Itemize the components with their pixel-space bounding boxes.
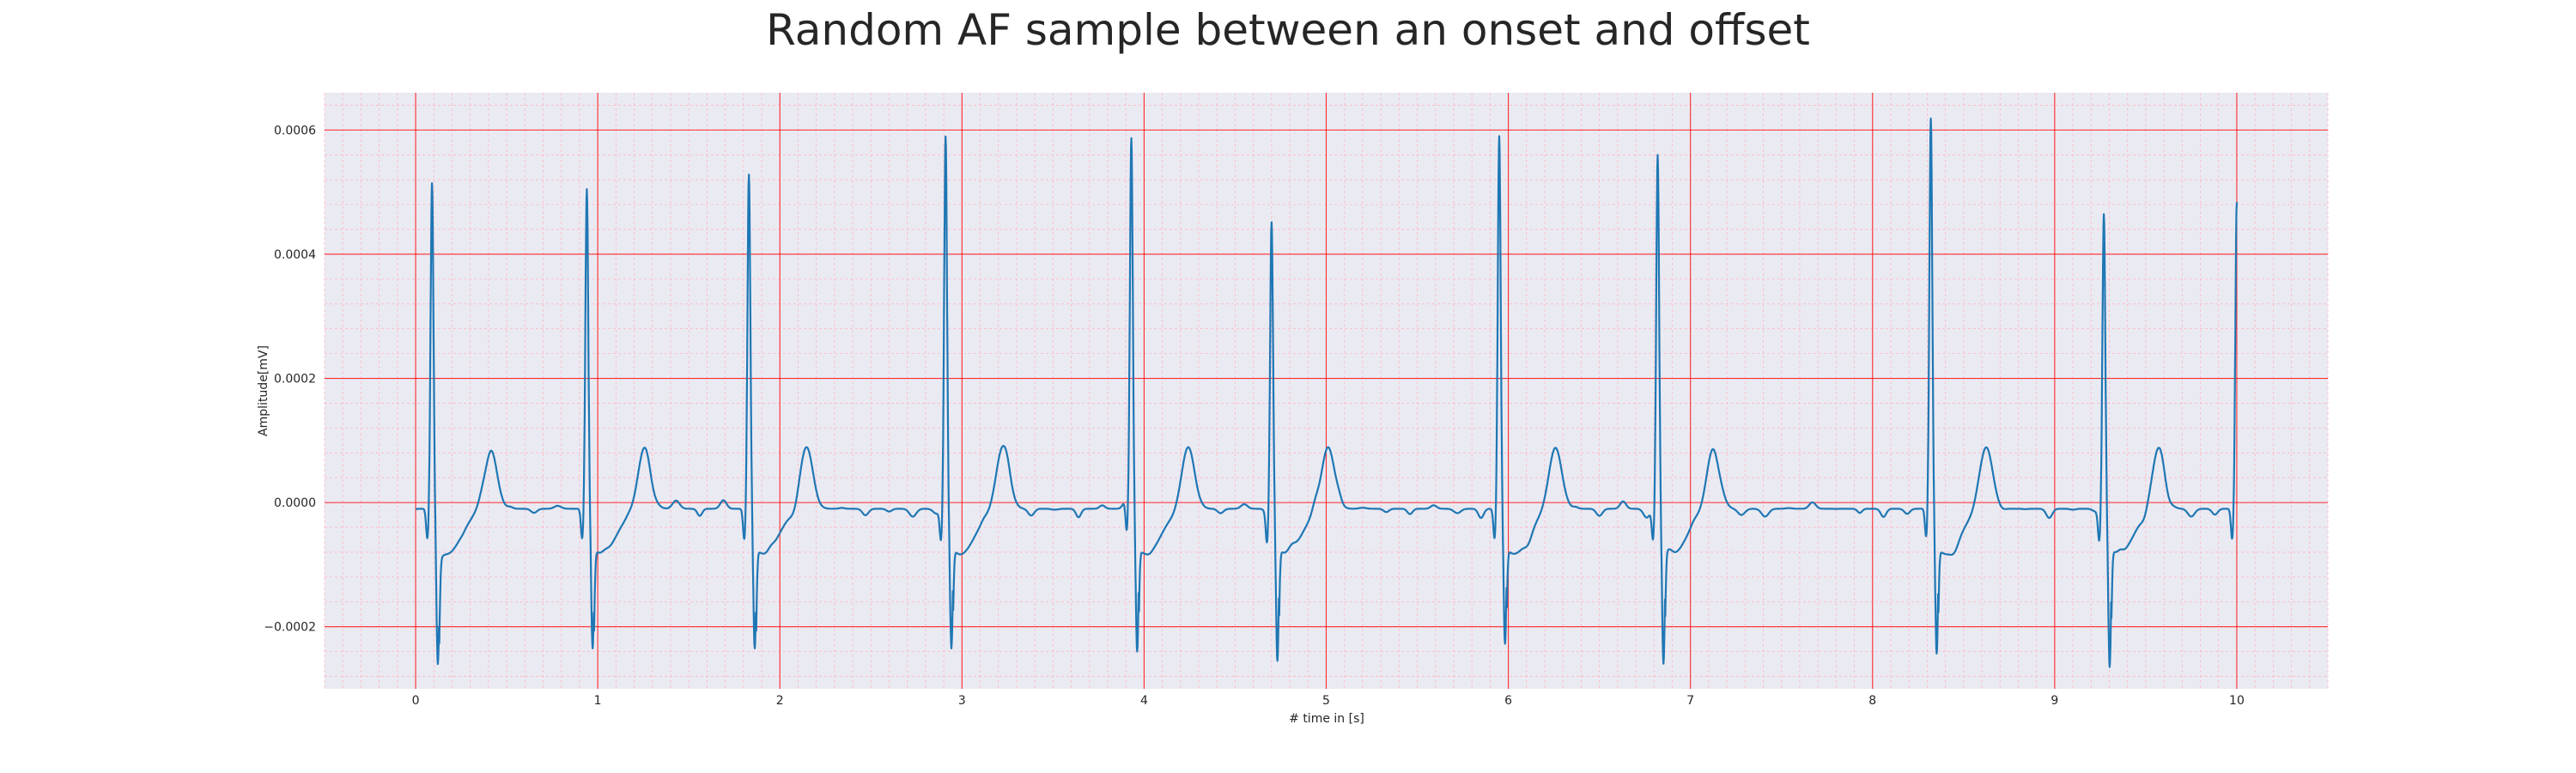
y-axis-label: Amplitude[mV] [257, 345, 270, 436]
x-tick-label: 0 [412, 694, 420, 708]
y-tick-label: 0.0006 [274, 124, 316, 137]
y-tick-label: −0.0002 [264, 621, 316, 635]
x-tick-label: 8 [1868, 694, 1876, 708]
x-tick-label: 7 [1686, 694, 1694, 708]
ecg-series-line [415, 117, 2239, 668]
x-tick-label: 4 [1140, 694, 1148, 708]
x-axis: 0 1 2 3 4 5 6 7 8 9 10 [412, 694, 2245, 708]
x-tick-label: 5 [1322, 694, 1330, 708]
major-grid [325, 93, 2328, 689]
x-tick-label: 9 [2050, 694, 2058, 708]
x-tick-label: 6 [1504, 694, 1512, 708]
y-tick-label: 0.0002 [274, 373, 316, 386]
y-tick-label: 0.0000 [274, 496, 316, 510]
x-tick-label: 2 [776, 694, 784, 708]
x-tick-label: 10 [2229, 694, 2245, 708]
x-tick-label: 1 [594, 694, 602, 708]
y-tick-label: 0.0004 [274, 248, 316, 262]
y-axis: −0.0002 0.0000 0.0002 0.0004 0.0006 [264, 124, 316, 634]
chart-title: Random AF sample between an onset and of… [766, 5, 1810, 55]
x-tick-label: 3 [958, 694, 966, 708]
x-axis-label: # time in [s] [1289, 712, 1364, 726]
